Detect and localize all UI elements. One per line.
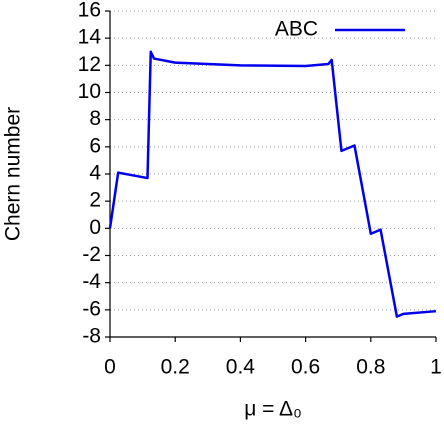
y-tick-label: 10 [78, 80, 101, 103]
x-tick-label: 1 [430, 356, 442, 379]
y-tick-label: 12 [78, 53, 101, 76]
x-tick-label: 0 [104, 356, 116, 379]
y-tick-label: 4 [89, 162, 101, 185]
y-tick-label: 6 [89, 134, 101, 157]
y-tick-label: 8 [89, 107, 101, 130]
y-tick-label: -6 [82, 297, 101, 320]
data-line [108, 50, 437, 318]
legend-label: ABC [275, 18, 318, 41]
x-tick-label: 0.6 [291, 356, 320, 379]
y-tick-label: -4 [82, 270, 101, 293]
y-tick-label: 2 [89, 189, 101, 212]
y-tick-label: 16 [78, 0, 101, 22]
y-tick-label: -2 [82, 243, 101, 266]
y-tick-label: 0 [89, 216, 101, 239]
x-axis-label: μ = Δ₀ [244, 398, 302, 421]
x-tick-label: 0.4 [226, 356, 256, 379]
x-tick-label: 0.8 [356, 356, 385, 379]
y-tick-label: 14 [78, 26, 102, 49]
y-axis-label: Chern number [2, 107, 25, 241]
y-tick-label: -8 [82, 325, 101, 348]
x-tick-label: 0.2 [161, 356, 190, 379]
